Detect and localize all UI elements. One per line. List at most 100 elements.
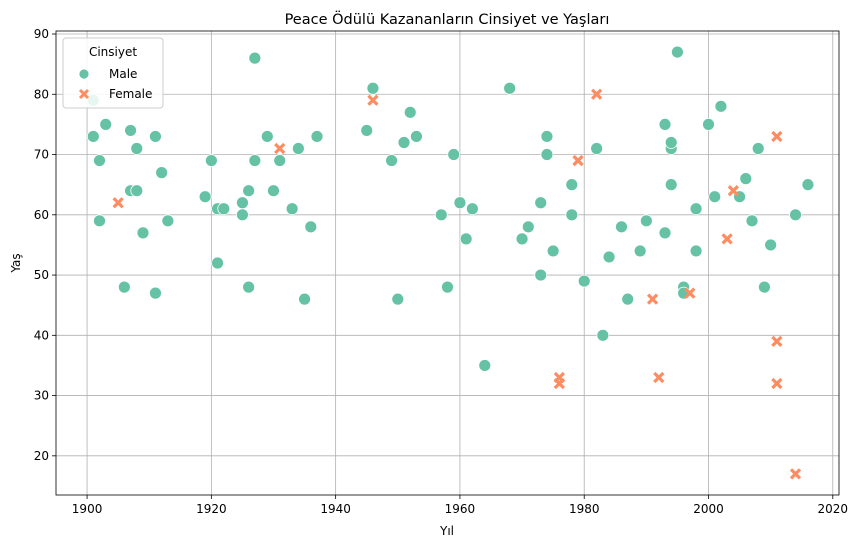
x-tick-label: 1960	[445, 502, 476, 516]
plot-frame	[55, 30, 840, 496]
male-point	[751, 142, 765, 155]
male-point	[521, 220, 535, 234]
x-axis-label: Yıl	[439, 524, 454, 538]
male-point	[540, 148, 554, 161]
male-point	[758, 280, 771, 294]
male-point	[540, 130, 554, 143]
male-point	[391, 292, 405, 306]
male-point	[621, 292, 635, 306]
female-point	[771, 377, 783, 390]
y-tick-label: 30	[34, 389, 49, 403]
male-point	[149, 130, 162, 143]
male-point	[204, 154, 218, 167]
male-point	[304, 220, 318, 234]
male-point	[534, 196, 548, 210]
male-point	[86, 130, 100, 143]
female-point	[572, 154, 584, 167]
male-point	[708, 190, 722, 204]
male-point	[515, 232, 529, 246]
y-tick-label: 80	[34, 87, 49, 101]
male-point	[397, 136, 411, 149]
male-point	[298, 292, 311, 306]
male-point	[453, 196, 467, 210]
female-point	[727, 185, 739, 197]
male-point	[410, 130, 423, 143]
male-point	[764, 238, 778, 252]
legend-female-label: Female	[109, 87, 152, 101]
legend-male-label: Male	[109, 67, 137, 81]
x-tick-label: 2020	[818, 502, 849, 516]
female-point	[646, 293, 659, 305]
male-point	[260, 130, 274, 143]
male-point	[385, 154, 398, 167]
male-point	[155, 166, 169, 180]
male-point	[403, 105, 417, 119]
male-point	[459, 232, 473, 246]
male-point	[434, 208, 448, 222]
male-point	[93, 154, 106, 167]
y-tick-label: 60	[34, 208, 49, 222]
male-point	[596, 328, 610, 342]
legend-title: Cinsiyet	[89, 45, 137, 59]
male-point	[136, 226, 150, 240]
male-point	[702, 118, 715, 131]
male-point	[565, 208, 579, 222]
male-point	[689, 244, 703, 258]
male-point	[639, 214, 653, 228]
male-point	[130, 184, 144, 198]
male-point	[546, 244, 560, 258]
male-point	[615, 220, 628, 234]
male-point	[447, 148, 461, 161]
male-point	[658, 118, 672, 131]
female-point	[274, 142, 286, 155]
male-point	[248, 51, 262, 65]
y-tick-label: 50	[34, 268, 49, 282]
male-point	[93, 214, 106, 228]
male-point	[664, 136, 678, 149]
male-point	[602, 250, 616, 264]
male-point	[478, 359, 492, 372]
male-point	[198, 190, 212, 204]
male-point	[124, 124, 137, 137]
male-point	[149, 286, 162, 300]
male-point	[161, 214, 175, 228]
male-point	[745, 214, 759, 228]
male-point	[242, 184, 256, 198]
female-point	[112, 197, 124, 209]
female-point	[367, 94, 379, 106]
female-point	[771, 130, 783, 143]
male-point	[441, 280, 454, 294]
legend-male-marker	[78, 68, 90, 80]
x-tick-label: 2000	[693, 502, 724, 516]
male-point	[117, 280, 131, 294]
male-point	[242, 280, 256, 294]
y-tick-label: 40	[34, 328, 49, 342]
male-point	[236, 208, 249, 222]
legend: Cinsiyet Male Female	[62, 37, 164, 109]
male-point	[739, 172, 753, 186]
male-point	[577, 274, 591, 288]
male-point	[565, 178, 579, 192]
x-tick-label: 1940	[320, 502, 351, 516]
male-point	[285, 202, 299, 216]
male-point	[633, 244, 647, 258]
male-point	[534, 268, 548, 282]
female-point	[553, 377, 565, 390]
female-point	[684, 287, 696, 299]
male-point	[360, 124, 374, 137]
male-point	[211, 256, 224, 270]
male-point	[658, 226, 672, 240]
male-point	[236, 196, 249, 210]
x-tick-label: 1900	[72, 502, 103, 516]
male-point	[801, 178, 815, 192]
male-point	[366, 81, 380, 95]
male-point	[130, 142, 144, 155]
male-point	[590, 142, 604, 155]
male-point	[789, 208, 802, 222]
male-point	[503, 81, 517, 95]
grid	[56, 31, 839, 495]
y-tick-label: 70	[34, 148, 49, 162]
male-point	[714, 99, 728, 113]
male-point	[248, 154, 262, 167]
